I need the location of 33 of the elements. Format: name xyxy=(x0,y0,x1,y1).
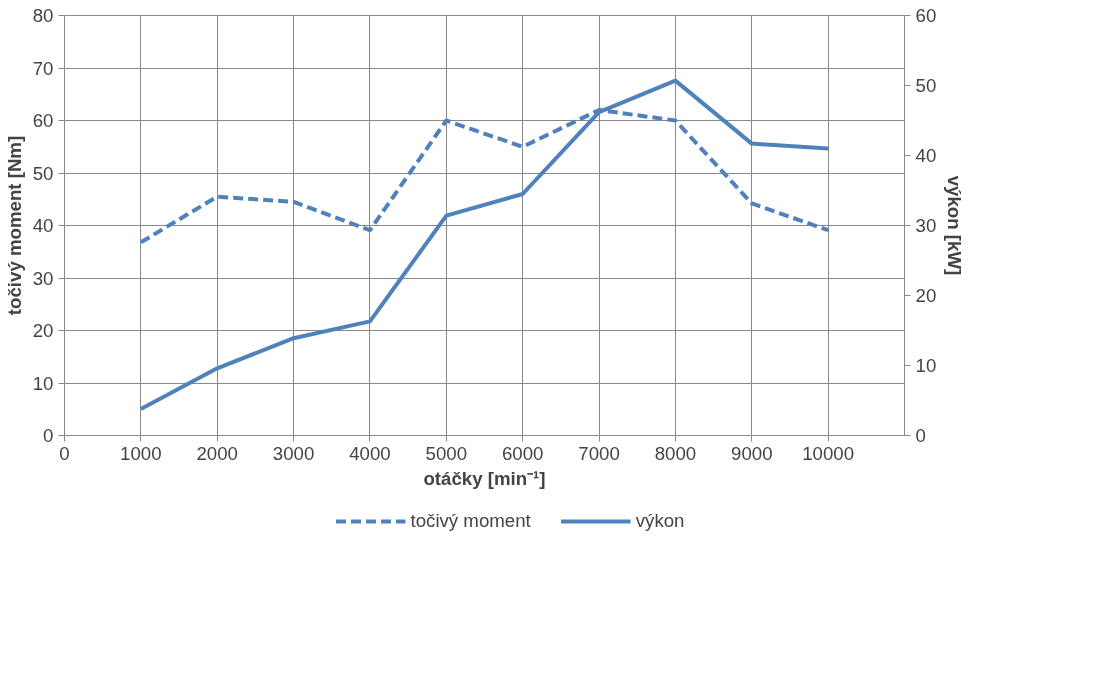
x-tick-label: 7000 xyxy=(578,442,620,464)
x-tick-label: 8000 xyxy=(654,442,697,464)
x-tick-label: 4000 xyxy=(349,442,391,464)
x-tick-label: 9000 xyxy=(731,442,773,464)
y-axis-title: točivý moment [Nm] xyxy=(3,135,25,316)
y-tick-label: 10 xyxy=(32,372,54,394)
y2-tick-label: 20 xyxy=(915,285,937,306)
y-tick-label: 60 xyxy=(32,110,54,131)
y-tick-label: 30 xyxy=(32,267,54,289)
y2-tick-label: 40 xyxy=(915,145,937,166)
y2-tick-label: 50 xyxy=(915,75,937,96)
x-tick-label: 5000 xyxy=(425,442,468,464)
y-tick-label: 80 xyxy=(32,5,54,26)
y2-tick-label: 60 xyxy=(915,5,937,26)
legend-label: výkon xyxy=(635,510,685,532)
x-axis-title: otáčky [min⁻¹] xyxy=(423,467,546,489)
x-tick-label: 3000 xyxy=(272,442,315,464)
y2-tick-label: 30 xyxy=(915,215,937,236)
y2-tick-label: 0 xyxy=(915,425,926,446)
x-tick-label: 1000 xyxy=(120,442,162,464)
x-tick-label: 0 xyxy=(59,442,70,464)
y-tick-label: 50 xyxy=(32,162,54,184)
x-tick-label: 6000 xyxy=(501,442,544,464)
line-series xyxy=(138,78,831,411)
y-tick-label: 0 xyxy=(43,425,54,446)
x-tick-label: 10000 xyxy=(802,442,855,464)
y-tick-label: 20 xyxy=(32,320,54,341)
y2-tick-label: 10 xyxy=(915,355,937,376)
y-tick-label: 70 xyxy=(32,57,54,79)
y2-axis-title: výkon [kW] xyxy=(944,175,966,276)
legend-label: točivý moment xyxy=(410,510,531,532)
x-tick-label: 2000 xyxy=(196,442,238,464)
y-tick-label: 40 xyxy=(32,215,54,236)
